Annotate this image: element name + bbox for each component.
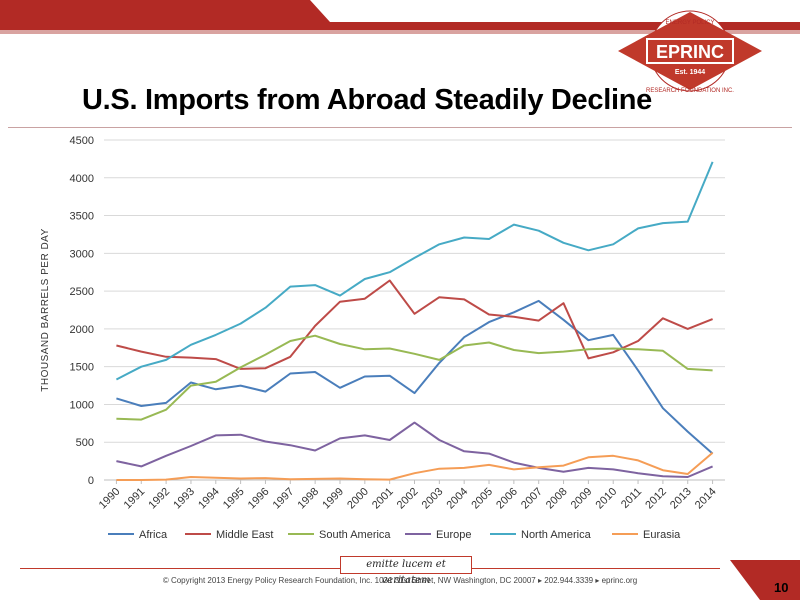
y-tick-label: 2000 [70,324,94,336]
top-band [0,0,800,34]
x-tick-label: 1992 [146,486,172,512]
slide-title: U.S. Imports from Abroad Steadily Declin… [82,84,652,116]
x-tick-label: 2001 [370,486,396,512]
y-tick-label: 4000 [70,173,94,185]
series-line-eurasia [116,452,714,481]
x-tick-label: 1998 [295,486,321,512]
logo-name: EPRINC [656,42,724,62]
motto: emitte lucem et veritatem [340,556,472,586]
copyright-notice: © Copyright 2013 Energy Policy Research … [162,576,638,585]
y-tick-label: 1500 [70,362,94,374]
y-tick-label: 500 [76,437,94,449]
x-tick-label: 1991 [122,486,148,512]
x-tick-label: 1995 [221,486,247,512]
logo-arc-top: ENERGY POLICY [666,20,715,26]
legend-label-eurasia: Eurasia [643,529,681,541]
x-tick-label: 1999 [320,486,346,512]
x-tick-label: 2013 [668,486,694,512]
x-tick-label: 1996 [246,486,272,512]
x-tick-label: 2014 [693,486,719,512]
logo-est: Est. 1944 [675,69,705,76]
title-divider [8,127,792,128]
series-line-north-america [115,161,714,381]
series-line-south-america [116,334,713,421]
page-number: 10 [774,580,789,595]
y-axis-title: THOUSAND BARRELS PER DAY [40,228,51,392]
y-tick-label: 2500 [70,286,94,298]
legend-label-north-america: North America [521,529,592,541]
y-tick-label: 4500 [70,135,94,147]
x-tick-label: 1990 [97,486,123,512]
x-tick-label: 2005 [469,486,495,512]
y-tick-label: 3000 [70,248,94,260]
legend-label-south-america: South America [319,529,391,541]
series-line-africa [116,299,714,455]
y-tick-label: 0 [88,475,94,487]
x-tick-label: 2011 [619,486,644,511]
x-tick-label: 1993 [171,486,197,512]
x-tick-label: 2008 [544,486,570,512]
x-tick-label: 2002 [395,486,421,512]
x-tick-label: 2007 [519,486,545,512]
series-line-europe [116,421,713,478]
x-tick-label: 2004 [445,486,471,512]
x-tick-label: 1997 [271,486,297,512]
x-tick-label: 2003 [420,486,446,512]
legend-label-africa: Africa [139,529,168,541]
corner-accent [730,560,800,600]
x-tick-label: 2000 [345,486,371,512]
legend-label-middle-east: Middle East [216,529,273,541]
line-chart: 0 500 1000 1500 2000 2500 3000 3500 4000 4500 1990… [40,135,725,541]
x-tick-label: 2010 [594,486,620,512]
x-tick-label: 2012 [643,486,669,512]
logo: EPRINC Est. 1944 ENERGY POLICY RESEARCH … [610,8,770,98]
logo-arc-bottom: RESEARCH FOUNDATION INC. [646,88,734,94]
x-tick-label: 2009 [569,486,595,512]
legend-label-europe: Europe [436,529,471,541]
y-tick-label: 3500 [70,211,94,223]
series-line-middle-east [116,279,713,370]
x-tick-label: 2006 [494,486,520,512]
x-tick-label: 1994 [196,486,222,512]
y-tick-label: 1000 [70,399,94,411]
